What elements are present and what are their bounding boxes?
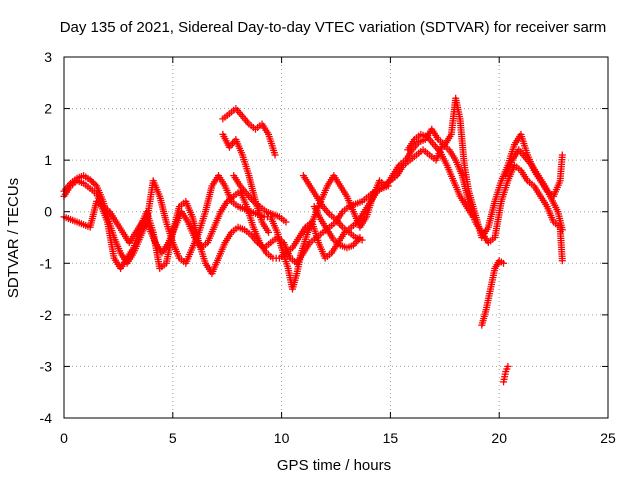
y-tick-label: -1	[40, 255, 53, 271]
data-point	[558, 151, 566, 159]
x-axis-label: GPS time / hours	[277, 457, 391, 474]
y-tick-label: 2	[44, 101, 52, 117]
data-point-interp	[89, 179, 97, 187]
data-point	[356, 234, 364, 241]
data-point-interp	[91, 180, 99, 188]
series-track-d	[219, 105, 279, 159]
x-tick-label: 0	[60, 430, 68, 446]
series-track-l	[502, 146, 566, 234]
data-point-interp	[88, 177, 96, 185]
data-point	[271, 151, 279, 159]
data-point	[504, 362, 512, 370]
x-tick-label: 10	[274, 430, 290, 446]
x-tick-labels: 0 5 10 15 20 25	[60, 430, 616, 446]
data-point	[469, 213, 477, 221]
series-track-e	[219, 130, 273, 236]
plot-frame	[63, 56, 609, 419]
chart-title: Day 135 of 2021, Sidereal Day-to-day VTE…	[60, 19, 607, 36]
y-tick-label: -4	[40, 410, 53, 426]
data-point	[384, 182, 392, 190]
y-tick-label: -3	[40, 358, 53, 374]
data-point	[558, 257, 566, 265]
x-tick-label: 25	[600, 430, 616, 446]
y-tick-label: 0	[44, 204, 52, 220]
data-point	[86, 176, 94, 184]
data-marks	[60, 94, 566, 386]
y-tick-label: 1	[44, 152, 52, 168]
data-point	[282, 218, 290, 226]
y-tick-label: -2	[40, 307, 53, 323]
series-track-k	[500, 362, 512, 386]
grid-lines	[64, 57, 608, 418]
y-axis-label: SDTVAR / TECUs	[5, 178, 22, 298]
series-track-c	[60, 177, 392, 278]
series-track-g	[299, 172, 366, 244]
x-tick-label: 15	[383, 430, 399, 446]
x-tick-label: 20	[491, 430, 507, 446]
series-track-h	[310, 203, 364, 252]
series-track-f	[230, 172, 290, 226]
series-track-j	[478, 257, 508, 329]
series-track-i	[404, 130, 477, 221]
y-tick-label: 3	[44, 49, 52, 65]
x-tick-label: 5	[169, 430, 177, 446]
data-point	[500, 259, 508, 267]
data-point	[558, 226, 566, 234]
data-point	[265, 228, 273, 236]
y-tick-labels: -4 -3 -2 -1 0 1 2 3	[40, 49, 53, 426]
